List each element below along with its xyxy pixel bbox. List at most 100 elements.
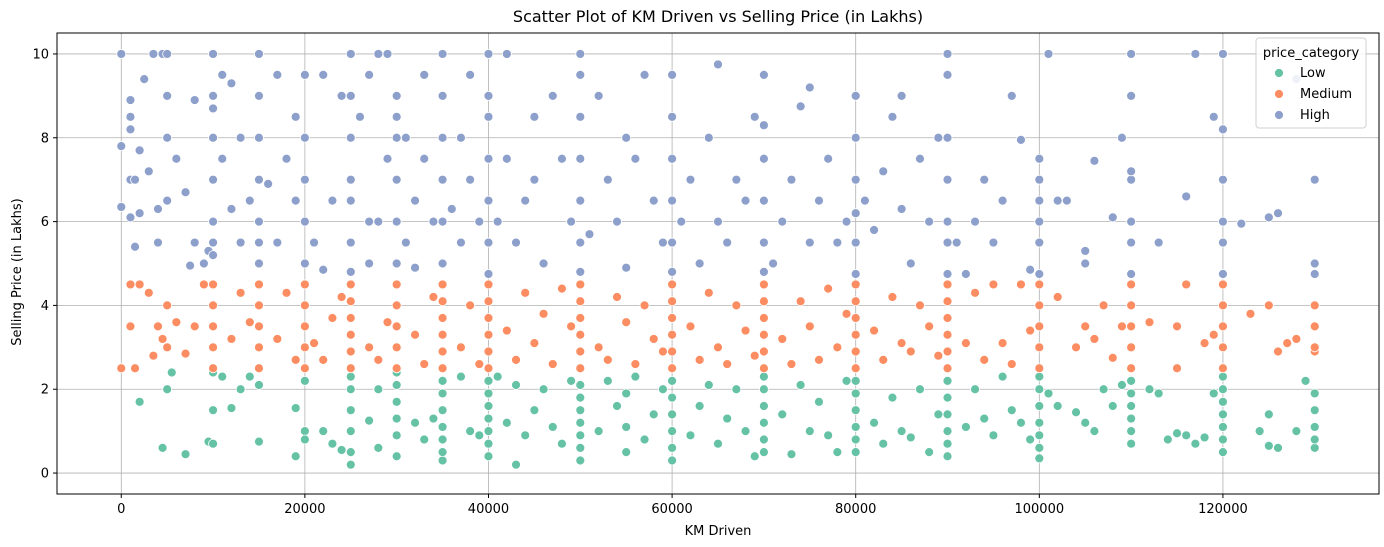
scatter-point-high <box>658 237 668 248</box>
scatter-point-medium <box>1126 363 1137 374</box>
scatter-point-medium <box>244 317 255 328</box>
scatter-point-high <box>575 49 586 59</box>
scatter-point-low <box>850 375 861 386</box>
scatter-point-low <box>575 430 586 441</box>
scatter-point-low <box>814 396 824 407</box>
scatter-point-high <box>942 237 953 248</box>
scatter-point-medium <box>1245 308 1256 319</box>
y-tick-label: 4 <box>41 299 49 314</box>
scatter-point-high <box>1034 153 1045 164</box>
scatter-point-low <box>759 384 769 395</box>
scatter-point-high <box>529 111 540 122</box>
scatter-point-medium <box>850 346 861 357</box>
scatter-point-low <box>566 375 577 386</box>
scatter-point-high <box>217 153 228 164</box>
scatter-point-medium <box>1034 300 1045 311</box>
scatter-point-high <box>465 174 476 185</box>
scatter-point-high <box>1043 49 1054 59</box>
scatter-point-low <box>1043 388 1054 399</box>
scatter-point-medium <box>713 342 723 353</box>
scatter-point-low <box>437 375 448 386</box>
scatter-point-medium <box>1309 321 1320 332</box>
legend-label-medium: Medium <box>1300 87 1352 102</box>
scatter-point-high <box>731 174 742 185</box>
scatter-point-low <box>1218 371 1228 382</box>
scatter-point-medium <box>345 363 356 374</box>
scatter-point-medium <box>318 354 329 365</box>
scatter-point-high <box>575 195 586 206</box>
scatter-point-high <box>281 153 292 164</box>
scatter-point-low <box>621 447 632 457</box>
legend: price_category Low Medium High <box>1255 37 1367 129</box>
scatter-point-medium <box>1034 279 1045 290</box>
scatter-point-medium <box>520 287 531 298</box>
scatter-point-high <box>1126 216 1137 227</box>
scatter-point-medium <box>759 313 769 323</box>
y-tick-label: 2 <box>41 383 49 398</box>
scatter-point-medium <box>667 296 677 307</box>
scatter-point-high <box>602 174 613 185</box>
scatter-point-low <box>850 434 861 445</box>
scatter-point-medium <box>970 287 980 298</box>
scatter-point-high <box>740 195 751 206</box>
scatter-point-high <box>437 132 448 143</box>
scatter-point-medium <box>364 342 375 353</box>
scatter-point-low <box>667 442 677 453</box>
scatter-point-medium <box>254 321 264 332</box>
scatter-point-low <box>345 459 356 470</box>
scatter-point-low <box>483 388 494 399</box>
scatter-point-low <box>208 405 218 416</box>
scatter-point-medium <box>1126 342 1137 353</box>
scatter-point-medium <box>483 363 494 374</box>
scatter-point-medium <box>575 313 586 323</box>
scatter-point-high <box>1006 90 1017 101</box>
scatter-point-low <box>419 434 430 445</box>
scatter-point-medium <box>1006 359 1017 369</box>
scatter-point-low <box>538 384 549 395</box>
scatter-point-high <box>446 204 457 214</box>
scatter-point-low <box>841 375 852 386</box>
scatter-point-medium <box>272 334 283 344</box>
scatter-point-medium <box>823 283 834 294</box>
scatter-point-high <box>850 237 861 248</box>
scatter-point-low <box>1181 430 1192 441</box>
scatter-point-high <box>575 153 586 164</box>
scatter-point-high <box>474 216 485 227</box>
scatter-point-high <box>575 70 586 80</box>
scatter-point-medium <box>281 287 292 298</box>
scatter-point-medium <box>437 296 448 307</box>
scatter-point-medium <box>483 279 494 290</box>
scatter-point-medium <box>345 313 356 323</box>
scatter-point-high <box>859 195 870 206</box>
scatter-point-high <box>630 153 641 164</box>
scatter-point-low <box>162 384 173 395</box>
y-tick-label: 8 <box>41 131 49 146</box>
scatter-point-low <box>1162 434 1173 445</box>
scatter-point-medium <box>290 354 301 365</box>
scatter-point-high <box>125 95 136 105</box>
scatter-point-medium <box>1199 338 1210 349</box>
scatter-point-high <box>391 174 402 185</box>
legend-label-low: Low <box>1300 66 1326 81</box>
scatter-point-high <box>1080 246 1091 256</box>
scatter-point-low <box>1309 405 1320 416</box>
scatter-point-low <box>391 430 402 441</box>
scatter-point-high <box>254 258 264 269</box>
scatter-point-low <box>1034 371 1045 382</box>
legend-marker-medium <box>1274 89 1284 99</box>
scatter-point-high <box>309 237 319 248</box>
data-points <box>116 49 1320 470</box>
scatter-point-medium <box>208 279 218 290</box>
scatter-point-medium <box>382 317 393 328</box>
scatter-point-medium <box>1117 321 1127 332</box>
scatter-point-high <box>189 237 200 248</box>
legend-marker-low <box>1274 68 1284 78</box>
scatter-point-medium <box>130 363 140 374</box>
scatter-point-high <box>1034 195 1045 206</box>
scatter-point-medium <box>226 334 237 344</box>
scatter-point-medium <box>648 334 659 344</box>
scatter-point-low <box>979 413 990 424</box>
scatter-point-low <box>520 430 531 441</box>
scatter-point-low <box>483 401 494 411</box>
scatter-point-medium <box>125 321 136 332</box>
